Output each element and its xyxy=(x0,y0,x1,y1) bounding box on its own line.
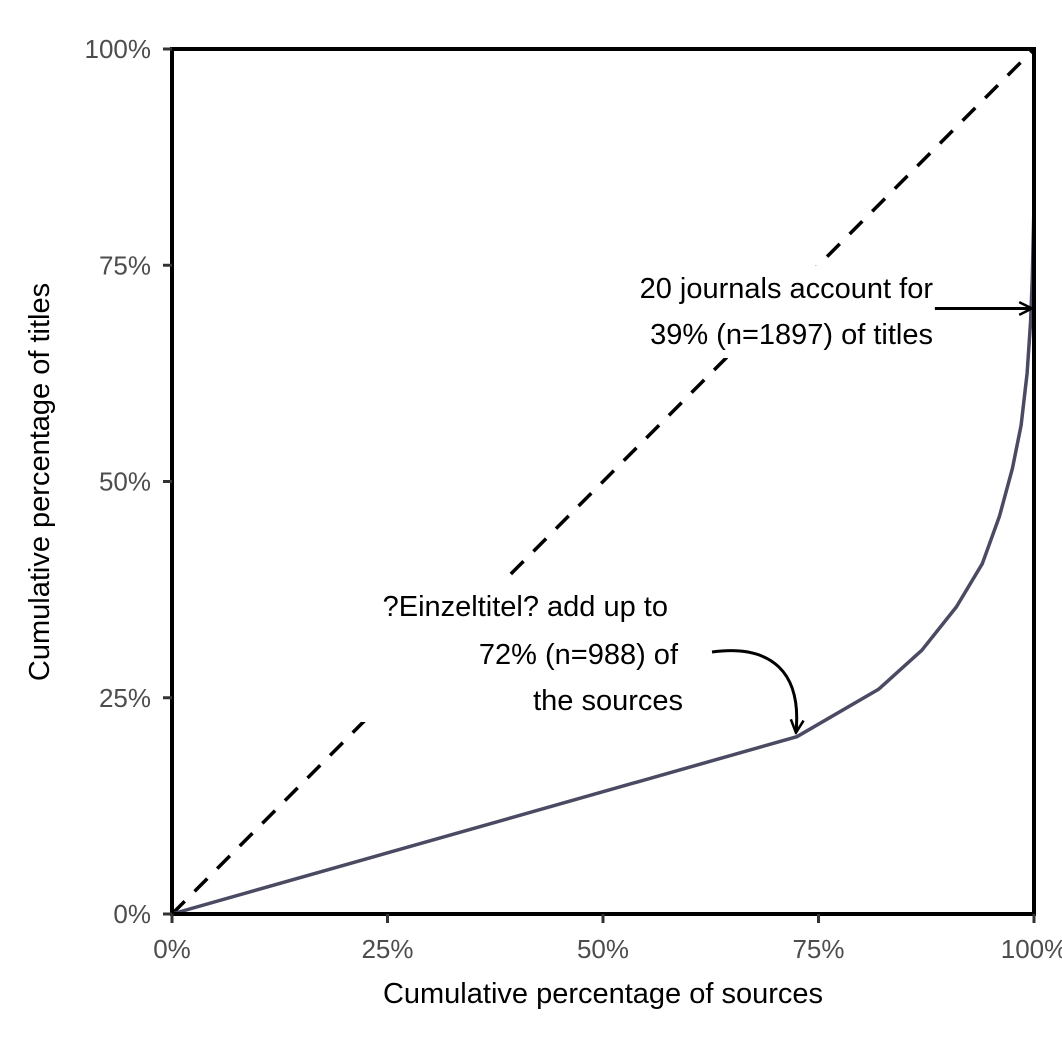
series-layer xyxy=(171,204,1036,916)
diagonal-reference-line xyxy=(170,47,1036,916)
annotation-1-line: 39% (n=1897) of titles xyxy=(650,319,933,351)
x-axis-title: Cumulative percentage of sources xyxy=(383,978,823,1010)
x-tick-label: 100% xyxy=(1001,934,1062,964)
annotation-2-line: ?Einzeltitel? add up to xyxy=(383,591,668,623)
annotation-1-background xyxy=(598,266,938,358)
tick-layer: 0% 25% 50% 75% 100% 0% 25% 50% 75% 100% xyxy=(85,34,1062,964)
y-tick-label: 75% xyxy=(99,250,151,280)
annotation-layer: 20 journals account for 39% (n=1897) of t… xyxy=(383,273,1032,733)
annotation-1-line: 20 journals account for xyxy=(640,273,934,305)
y-tick-label: 0% xyxy=(113,899,151,929)
cumulative-line-series-0 xyxy=(171,204,1036,916)
y-tick-label: 50% xyxy=(99,467,151,497)
y-axis-title: Cumulative percentage of titles xyxy=(24,283,56,681)
annotation-2-arrow xyxy=(711,649,797,733)
x-tick-label: 0% xyxy=(153,934,191,964)
label-background-layer xyxy=(350,266,938,722)
x-tick-label: 50% xyxy=(577,934,629,964)
x-tick-label: 25% xyxy=(361,934,413,964)
annotation-2-line: the sources xyxy=(533,685,683,717)
annotation-2-background xyxy=(350,582,690,722)
annotation-2-line: 72% (n=988) of xyxy=(479,639,679,671)
y-tick-label: 100% xyxy=(85,34,152,64)
x-tick-label: 75% xyxy=(792,934,844,964)
dashed-layer xyxy=(170,47,1036,916)
y-tick-label: 25% xyxy=(99,683,151,713)
